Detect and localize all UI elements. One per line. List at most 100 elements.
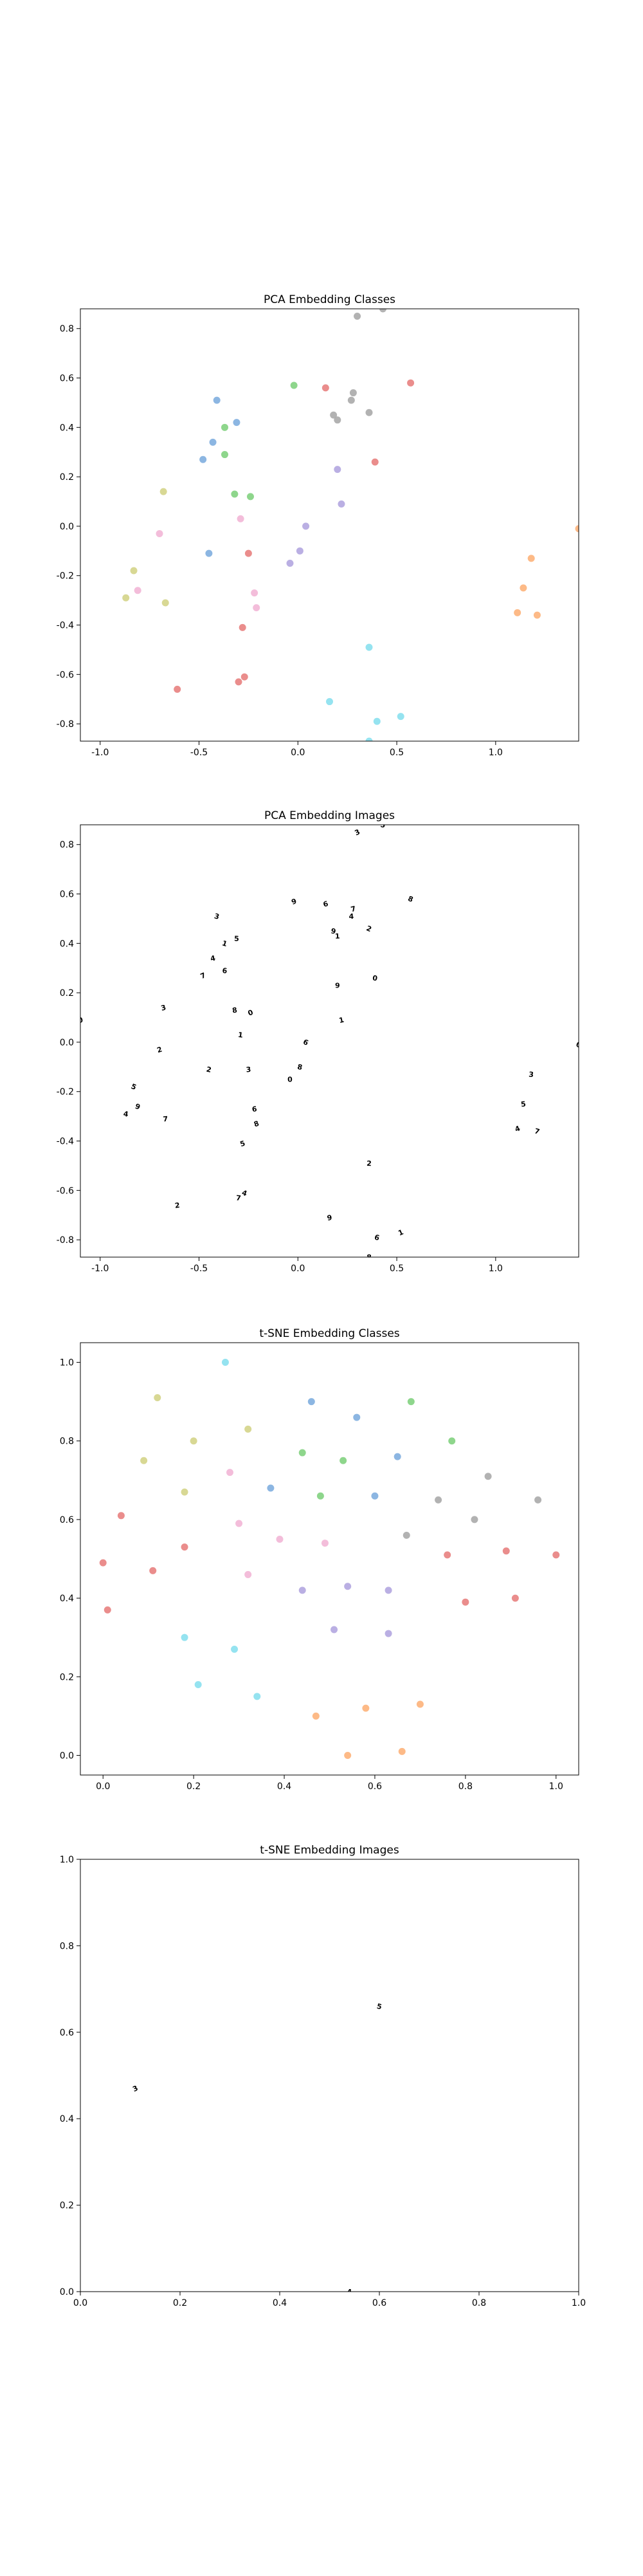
data-point (213, 396, 221, 404)
x-tick-label: 0.6 (368, 1781, 382, 1792)
y-tick-label: 0.8 (60, 840, 74, 851)
image-thumbnail-point: 1 (221, 939, 228, 948)
data-point (296, 547, 303, 555)
image-thumbnail-point: 1 (237, 1031, 243, 1040)
data-point (322, 384, 329, 392)
data-point (302, 522, 310, 530)
chart-title: t-SNE Embedding Classes (259, 1327, 399, 1340)
data-point (347, 396, 355, 404)
image-thumbnail-point: 6 (222, 966, 228, 975)
data-point (484, 1473, 492, 1480)
image-thumbnail-point: 3 (131, 2084, 139, 2093)
data-point (253, 604, 260, 612)
image-thumbnail-point: 2 (174, 1201, 180, 1210)
data-point (134, 587, 141, 594)
data-point (290, 382, 298, 389)
y-tick-label: 1.0 (60, 1855, 74, 1865)
data-point (221, 423, 229, 431)
image-thumbnail-point: 8 (367, 1253, 372, 1262)
data-point (298, 1449, 306, 1457)
data-point (471, 1516, 478, 1523)
data-point (379, 309, 387, 313)
x-tick-label: 0.0 (291, 1264, 305, 1274)
data-point (326, 698, 333, 706)
data-point (435, 1496, 442, 1504)
y-tick-label: 0.6 (60, 374, 74, 384)
data-point (403, 1531, 410, 1539)
x-tick-label: 0.5 (390, 748, 404, 758)
x-tick-label: 1.0 (572, 2298, 586, 2308)
y-tick-label: -0.4 (57, 1137, 74, 1147)
y-tick-label: 1.0 (60, 1358, 74, 1368)
y-tick-label: -0.8 (57, 719, 74, 730)
data-point (99, 1559, 107, 1567)
data-point (520, 584, 527, 592)
image-thumbnail-point: 3 (246, 1065, 251, 1074)
data-point (181, 1633, 188, 1641)
data-point (231, 1646, 239, 1653)
y-tick-label: 0.0 (60, 1038, 74, 1048)
image-thumbnail-point: 6 (322, 899, 329, 909)
data-point (354, 313, 361, 320)
data-point (316, 1492, 324, 1500)
data-point (209, 438, 217, 446)
data-point (362, 1704, 370, 1712)
y-tick-label: 0.4 (60, 1594, 74, 1604)
y-tick-label: 0.6 (60, 890, 74, 900)
image-thumbnail-point: 3 (529, 1071, 534, 1080)
data-point (267, 1484, 275, 1492)
data-point (205, 549, 213, 557)
y-tick-label: -0.4 (57, 621, 74, 631)
plot-area: 3 5 4 (131, 2002, 383, 2292)
data-point (344, 1583, 352, 1590)
data-point (244, 1570, 252, 1578)
data-point (373, 717, 381, 725)
data-point (190, 1437, 197, 1445)
data-point (181, 1543, 188, 1551)
data-point (122, 594, 130, 602)
data-point (385, 1630, 392, 1637)
data-point (194, 1680, 202, 1688)
data-point (298, 1587, 306, 1594)
data-point (340, 1457, 347, 1464)
data-point (365, 409, 373, 416)
image-thumbnail-point: 1 (338, 1016, 345, 1025)
image-thumbnail-point: 7 (534, 1127, 541, 1136)
data-point (321, 1540, 329, 1547)
image-thumbnail-point: 6 (302, 1038, 310, 1047)
data-point (533, 611, 541, 619)
image-thumbnail-point: 4 (514, 1124, 521, 1134)
x-tick-label: 0.0 (96, 1781, 110, 1792)
data-point (231, 490, 239, 498)
x-tick-label: 1.0 (549, 1781, 563, 1792)
image-thumbnail-point: 5 (376, 2002, 383, 2011)
y-tick-label: 0.8 (60, 324, 74, 335)
data-point (140, 1457, 148, 1464)
image-thumbnail-point: 2 (367, 1159, 372, 1168)
axes-frame (80, 308, 579, 742)
data-point (156, 529, 163, 537)
y-tick-label: 0.4 (60, 939, 74, 949)
image-thumbnail-point: 3 (213, 912, 221, 921)
image-thumbnail-point: 5 (520, 1099, 526, 1109)
x-tick-label: 0.5 (390, 1264, 404, 1274)
data-point (253, 1693, 261, 1700)
y-tick-label: 0.2 (60, 988, 74, 998)
image-thumbnail-point: 0 (247, 1008, 255, 1018)
data-point (552, 1551, 560, 1559)
image-thumbnail-point: 9 (335, 982, 340, 990)
x-tick-label: 0.0 (291, 748, 305, 758)
data-point (244, 1425, 252, 1433)
image-thumbnail-point: 8 (407, 894, 415, 904)
data-point (239, 623, 246, 631)
data-point (330, 411, 338, 419)
chart-title: PCA Embedding Classes (264, 293, 395, 306)
y-tick-label: 0.8 (60, 1437, 74, 1447)
data-point (407, 379, 415, 387)
data-point (154, 1394, 161, 1402)
y-tick-label: -0.6 (57, 670, 74, 680)
data-point (235, 678, 242, 686)
data-point (221, 451, 229, 459)
data-point (575, 525, 579, 533)
